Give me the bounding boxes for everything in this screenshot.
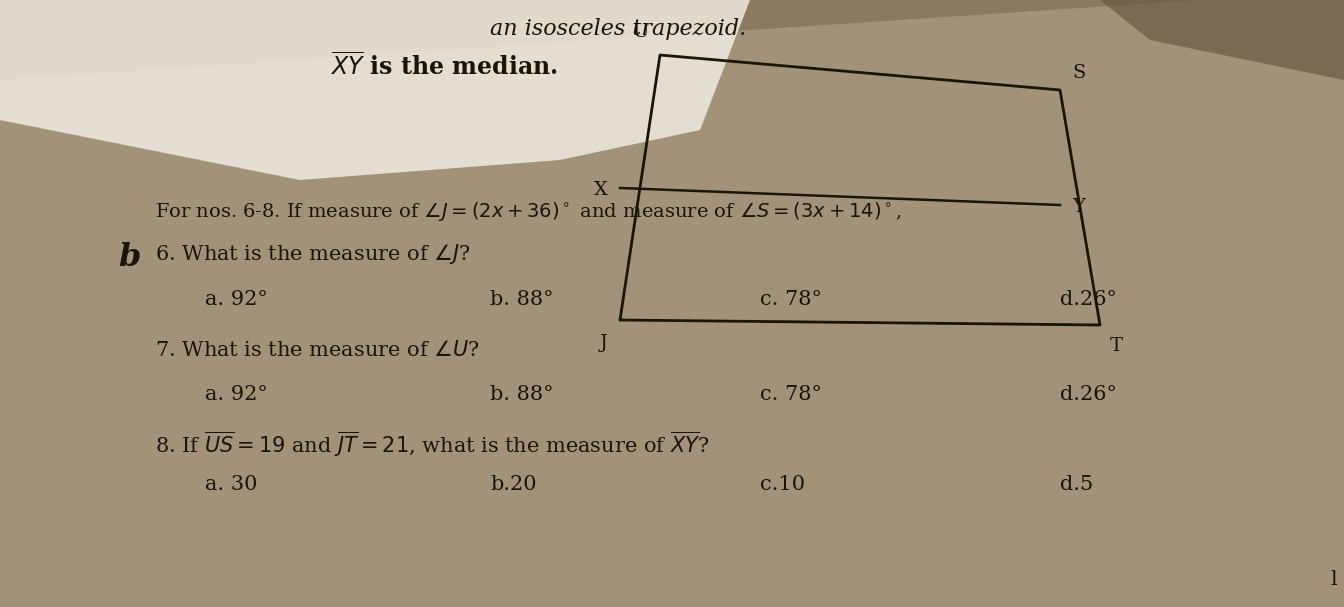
Text: b.20: b.20 [491, 475, 536, 494]
Text: a. 92°: a. 92° [206, 385, 267, 404]
Text: l: l [1331, 570, 1337, 589]
Text: an isosceles trapezoid.: an isosceles trapezoid. [491, 18, 746, 40]
Text: c. 78°: c. 78° [759, 385, 823, 404]
Polygon shape [1099, 0, 1344, 80]
Text: S: S [1073, 64, 1085, 82]
Text: 7. What is the measure of $\angle U$?: 7. What is the measure of $\angle U$? [155, 340, 480, 360]
Text: d.26°: d.26° [1060, 385, 1117, 404]
Text: J: J [601, 334, 607, 352]
Text: b. 88°: b. 88° [491, 385, 554, 404]
Text: b: b [118, 242, 140, 273]
Text: a. 30: a. 30 [206, 475, 258, 494]
Text: d.26°: d.26° [1060, 290, 1117, 309]
Text: c. 78°: c. 78° [759, 290, 823, 309]
Text: d.5: d.5 [1060, 475, 1093, 494]
Text: b. 88°: b. 88° [491, 290, 554, 309]
Text: c.10: c.10 [759, 475, 805, 494]
Text: X: X [594, 181, 607, 199]
Text: a. 92°: a. 92° [206, 290, 267, 309]
Text: For nos. 6-8. If measure of $\angle J=(2x+36)^\circ$ and measure of $\angle S=(3: For nos. 6-8. If measure of $\angle J=(2… [155, 200, 902, 223]
Text: Y: Y [1073, 198, 1085, 216]
Text: U: U [632, 23, 648, 41]
Text: 6. What is the measure of $\angle J$?: 6. What is the measure of $\angle J$? [155, 242, 470, 266]
Text: 8. If $\overline{US}=19$ and $\overline{JT}=21$, what is the measure of $\overli: 8. If $\overline{US}=19$ and $\overline{… [155, 430, 710, 459]
Text: $\overline{XY}$ is the median.: $\overline{XY}$ is the median. [331, 52, 558, 80]
Text: T: T [1110, 337, 1124, 355]
Polygon shape [0, 0, 750, 180]
